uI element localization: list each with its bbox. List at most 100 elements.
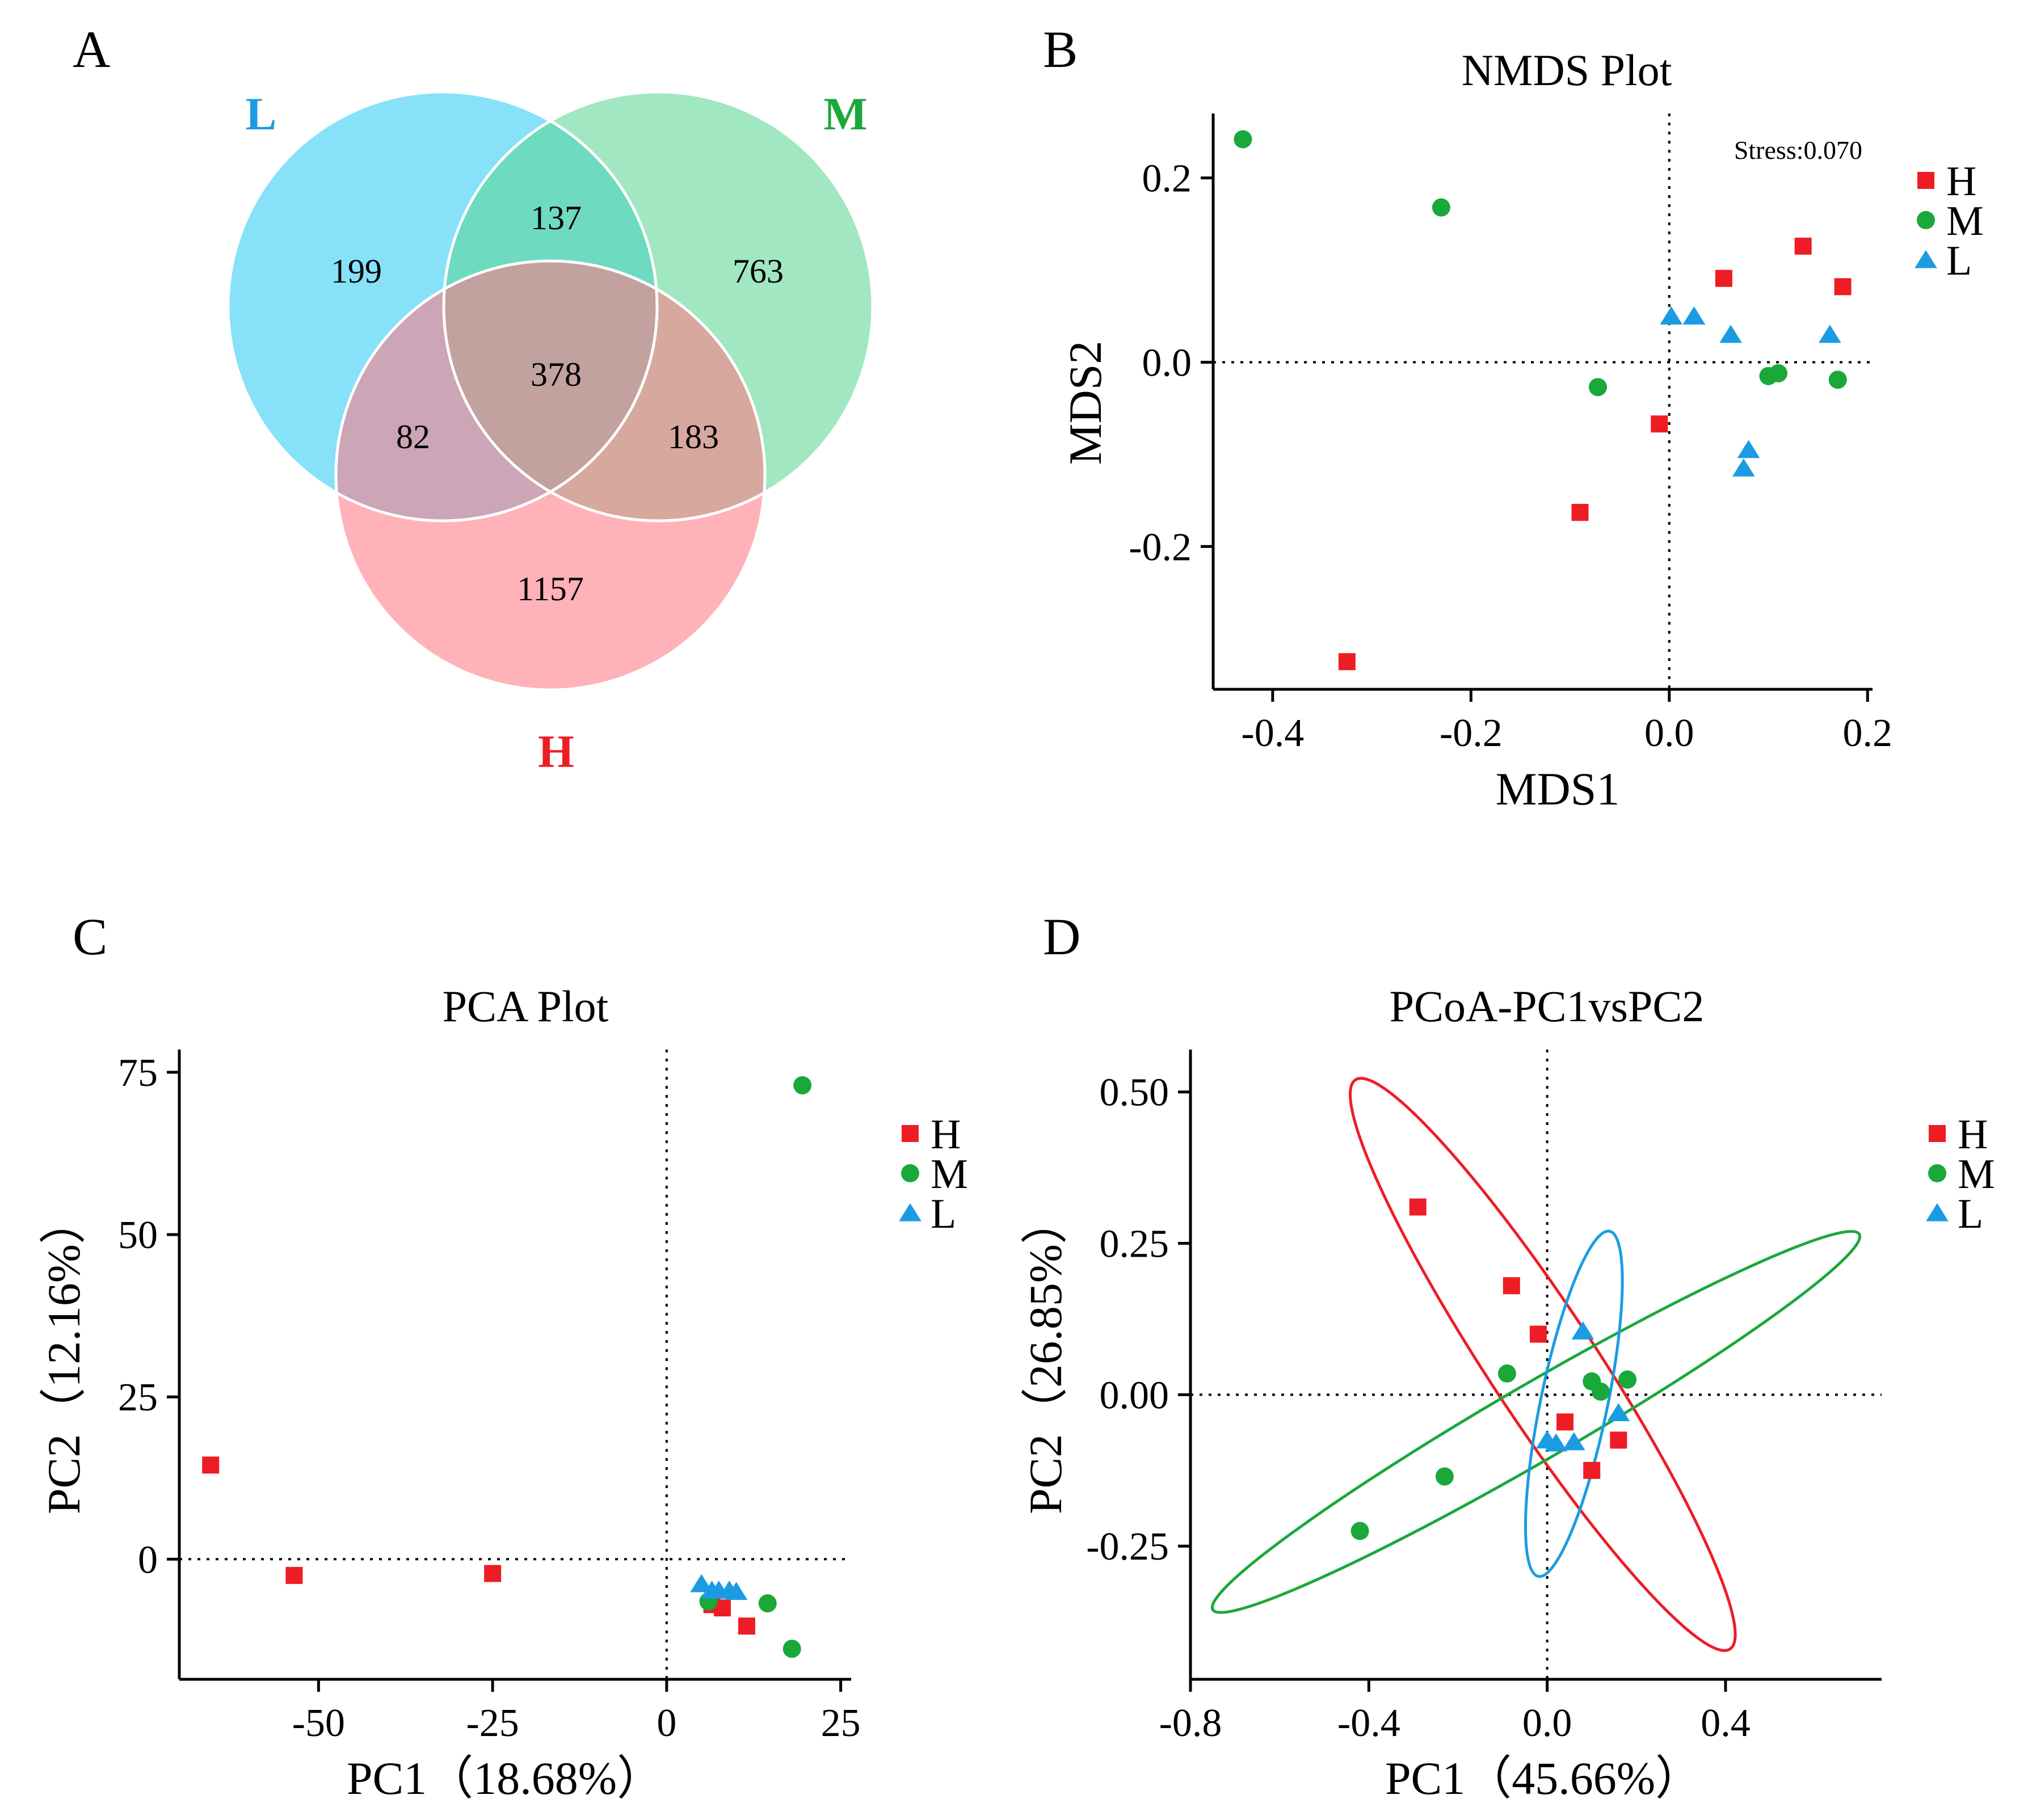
venn-count-lh: 82 bbox=[396, 418, 430, 456]
panel-b-point-h bbox=[1834, 278, 1852, 296]
panel-c-x-tick-label: -25 bbox=[466, 1701, 519, 1745]
nmds-title: NMDS Plot bbox=[1462, 45, 1672, 95]
pca-plot: PCA Plot PC1（18.68%） PC2（12.16%） -50 -25 0… bbox=[38, 981, 968, 1804]
panel-c-legend-marker-h bbox=[902, 1125, 919, 1142]
nmds-stress-annotation: Stress:0.070 bbox=[1734, 136, 1862, 165]
pca-xlabel: PC1（18.68%） bbox=[347, 1752, 663, 1804]
panel-c-legend-marker-l bbox=[899, 1203, 922, 1221]
pca-title: PCA Plot bbox=[443, 981, 609, 1031]
panel-b-point-l bbox=[1819, 325, 1841, 343]
panel-d-x-tick-label: -0.8 bbox=[1159, 1701, 1222, 1745]
panel-b-point-l bbox=[1719, 325, 1742, 343]
panel-c-legend-label-m: M bbox=[931, 1151, 968, 1198]
panel-d-point-m bbox=[1350, 1522, 1369, 1540]
panel-c-point-h bbox=[484, 1565, 502, 1582]
pcoa-xlabel: PC1（45.66%） bbox=[1385, 1752, 1702, 1804]
panel-d-point-h bbox=[1529, 1325, 1547, 1343]
panel-d-point-m bbox=[1618, 1370, 1637, 1389]
panel-c-legend-label-h: H bbox=[931, 1111, 961, 1158]
venn-circle-outline-l bbox=[226, 90, 659, 523]
panel-d-y-tick-label: 0.25 bbox=[1100, 1223, 1169, 1266]
panel-c-y-tick-label: 25 bbox=[118, 1376, 158, 1419]
panel-c-x-tick-label: 0 bbox=[657, 1701, 676, 1745]
panel-c-point-m bbox=[793, 1076, 812, 1094]
panel-letter-a: A bbox=[73, 20, 110, 78]
nmds-xlabel: MDS1 bbox=[1496, 763, 1620, 815]
panel-b-point-m bbox=[1432, 198, 1450, 217]
panel-b-point-l bbox=[1682, 306, 1706, 325]
panel-d-point-h bbox=[1556, 1413, 1574, 1431]
panel-d-x-tick-label: -0.4 bbox=[1337, 1701, 1400, 1745]
panel-d-point-h bbox=[1409, 1198, 1427, 1216]
panel-b-y-tick-label: 0.2 bbox=[1142, 157, 1192, 201]
panel-c-legend-marker-m bbox=[901, 1164, 919, 1182]
panel-d-point-l bbox=[1571, 1321, 1594, 1339]
panel-b-point-m bbox=[1234, 130, 1252, 149]
panel-c-y-tick-label: 75 bbox=[118, 1051, 158, 1095]
pcoa-title: PCoA-PC1vsPC2 bbox=[1390, 981, 1705, 1031]
panel-b-point-m bbox=[1828, 370, 1847, 389]
panel-c-point-l bbox=[690, 1574, 713, 1592]
panel-letter-c: C bbox=[73, 908, 107, 966]
venn-label-m: M bbox=[823, 88, 867, 140]
panel-d-ellipse-l bbox=[1524, 1229, 1624, 1578]
panel-d-point-l bbox=[1545, 1433, 1568, 1452]
venn-label-h: H bbox=[538, 726, 574, 777]
venn-circle-h bbox=[336, 261, 765, 690]
panel-d-point-h bbox=[1583, 1461, 1601, 1479]
panel-d-point-m bbox=[1591, 1383, 1610, 1401]
panel-b-legend-label-l: L bbox=[1946, 238, 1972, 284]
panel-d-legend-marker-m bbox=[1928, 1164, 1946, 1182]
panel-b-x-tick-label: 0.2 bbox=[1843, 711, 1893, 755]
venn-circle-outline-h bbox=[334, 259, 767, 692]
panel-b-point-l bbox=[1737, 440, 1760, 458]
panel-d-point-h bbox=[1503, 1277, 1520, 1295]
panel-letter-b: B bbox=[1043, 20, 1078, 78]
panel-b-point-m bbox=[1769, 364, 1787, 382]
panel-d-point-h bbox=[1610, 1431, 1627, 1449]
panel-c-y-tick-label: 0 bbox=[138, 1538, 158, 1582]
pcoa-plot: PCoA-PC1vsPC2 PC1（45.66%） PC2（26.85%） -0… bbox=[1020, 981, 1995, 1804]
venn-count-mh: 183 bbox=[668, 418, 719, 456]
panel-b-point-m bbox=[1588, 378, 1607, 397]
panel-letter-d: D bbox=[1043, 908, 1080, 966]
panel-b-point-h bbox=[1794, 237, 1812, 255]
panel-b-point-l bbox=[1660, 306, 1683, 325]
panel-b-legend-label-m: M bbox=[1946, 198, 1984, 245]
venn-circle-outline-m bbox=[442, 90, 874, 523]
panel-d-legend-label-h: H bbox=[1958, 1111, 1988, 1158]
panel-b-y-tick-label: 0.0 bbox=[1142, 341, 1192, 385]
panel-d-y-tick-label: 0.00 bbox=[1100, 1374, 1169, 1417]
panel-c-y-tick-label: 50 bbox=[118, 1214, 158, 1257]
panel-c-point-l bbox=[725, 1582, 748, 1600]
venn-count-m-only: 763 bbox=[733, 252, 784, 290]
panel-c-point-h bbox=[738, 1617, 755, 1635]
panel-d-point-m bbox=[1435, 1467, 1454, 1486]
panel-b-point-h bbox=[1571, 504, 1589, 521]
panel-d-ellipse-m bbox=[1210, 1230, 1862, 1614]
panel-c-point-m bbox=[758, 1594, 777, 1613]
panel-d-legend-marker-l bbox=[1926, 1203, 1949, 1221]
panel-b-point-h bbox=[1715, 269, 1732, 287]
panel-d-y-tick-label: -0.25 bbox=[1086, 1525, 1169, 1569]
panel-c-point-h bbox=[285, 1566, 303, 1584]
venn-label-l: L bbox=[246, 88, 277, 140]
nmds-plot: NMDS Plot MDS1 MDS2 Stress:0.070 -0.4 -0.… bbox=[1059, 45, 1984, 815]
panel-d-x-tick-label: 0.4 bbox=[1701, 1701, 1751, 1745]
panel-b-x-tick-label: 0.0 bbox=[1644, 711, 1694, 755]
panel-b-point-l bbox=[1732, 458, 1755, 477]
panel-d-point-l bbox=[1562, 1432, 1585, 1451]
panel-d-legend-label-l: L bbox=[1958, 1191, 1983, 1237]
panel-c-x-tick-label: -50 bbox=[292, 1701, 345, 1745]
venn-count-lmh: 378 bbox=[531, 356, 582, 393]
panel-b-point-h bbox=[1338, 653, 1356, 671]
venn-diagram: L M H 199 763 1157 137 82 183 378 bbox=[226, 88, 874, 777]
panel-c-point-m bbox=[782, 1640, 801, 1658]
venn-count-lm: 137 bbox=[531, 199, 582, 237]
panel-b-y-tick-label: -0.2 bbox=[1129, 525, 1192, 569]
panel-b-legend-label-h: H bbox=[1946, 158, 1976, 205]
panel-d-point-l bbox=[1607, 1403, 1630, 1422]
panel-b-legend-marker-l bbox=[1915, 250, 1937, 268]
